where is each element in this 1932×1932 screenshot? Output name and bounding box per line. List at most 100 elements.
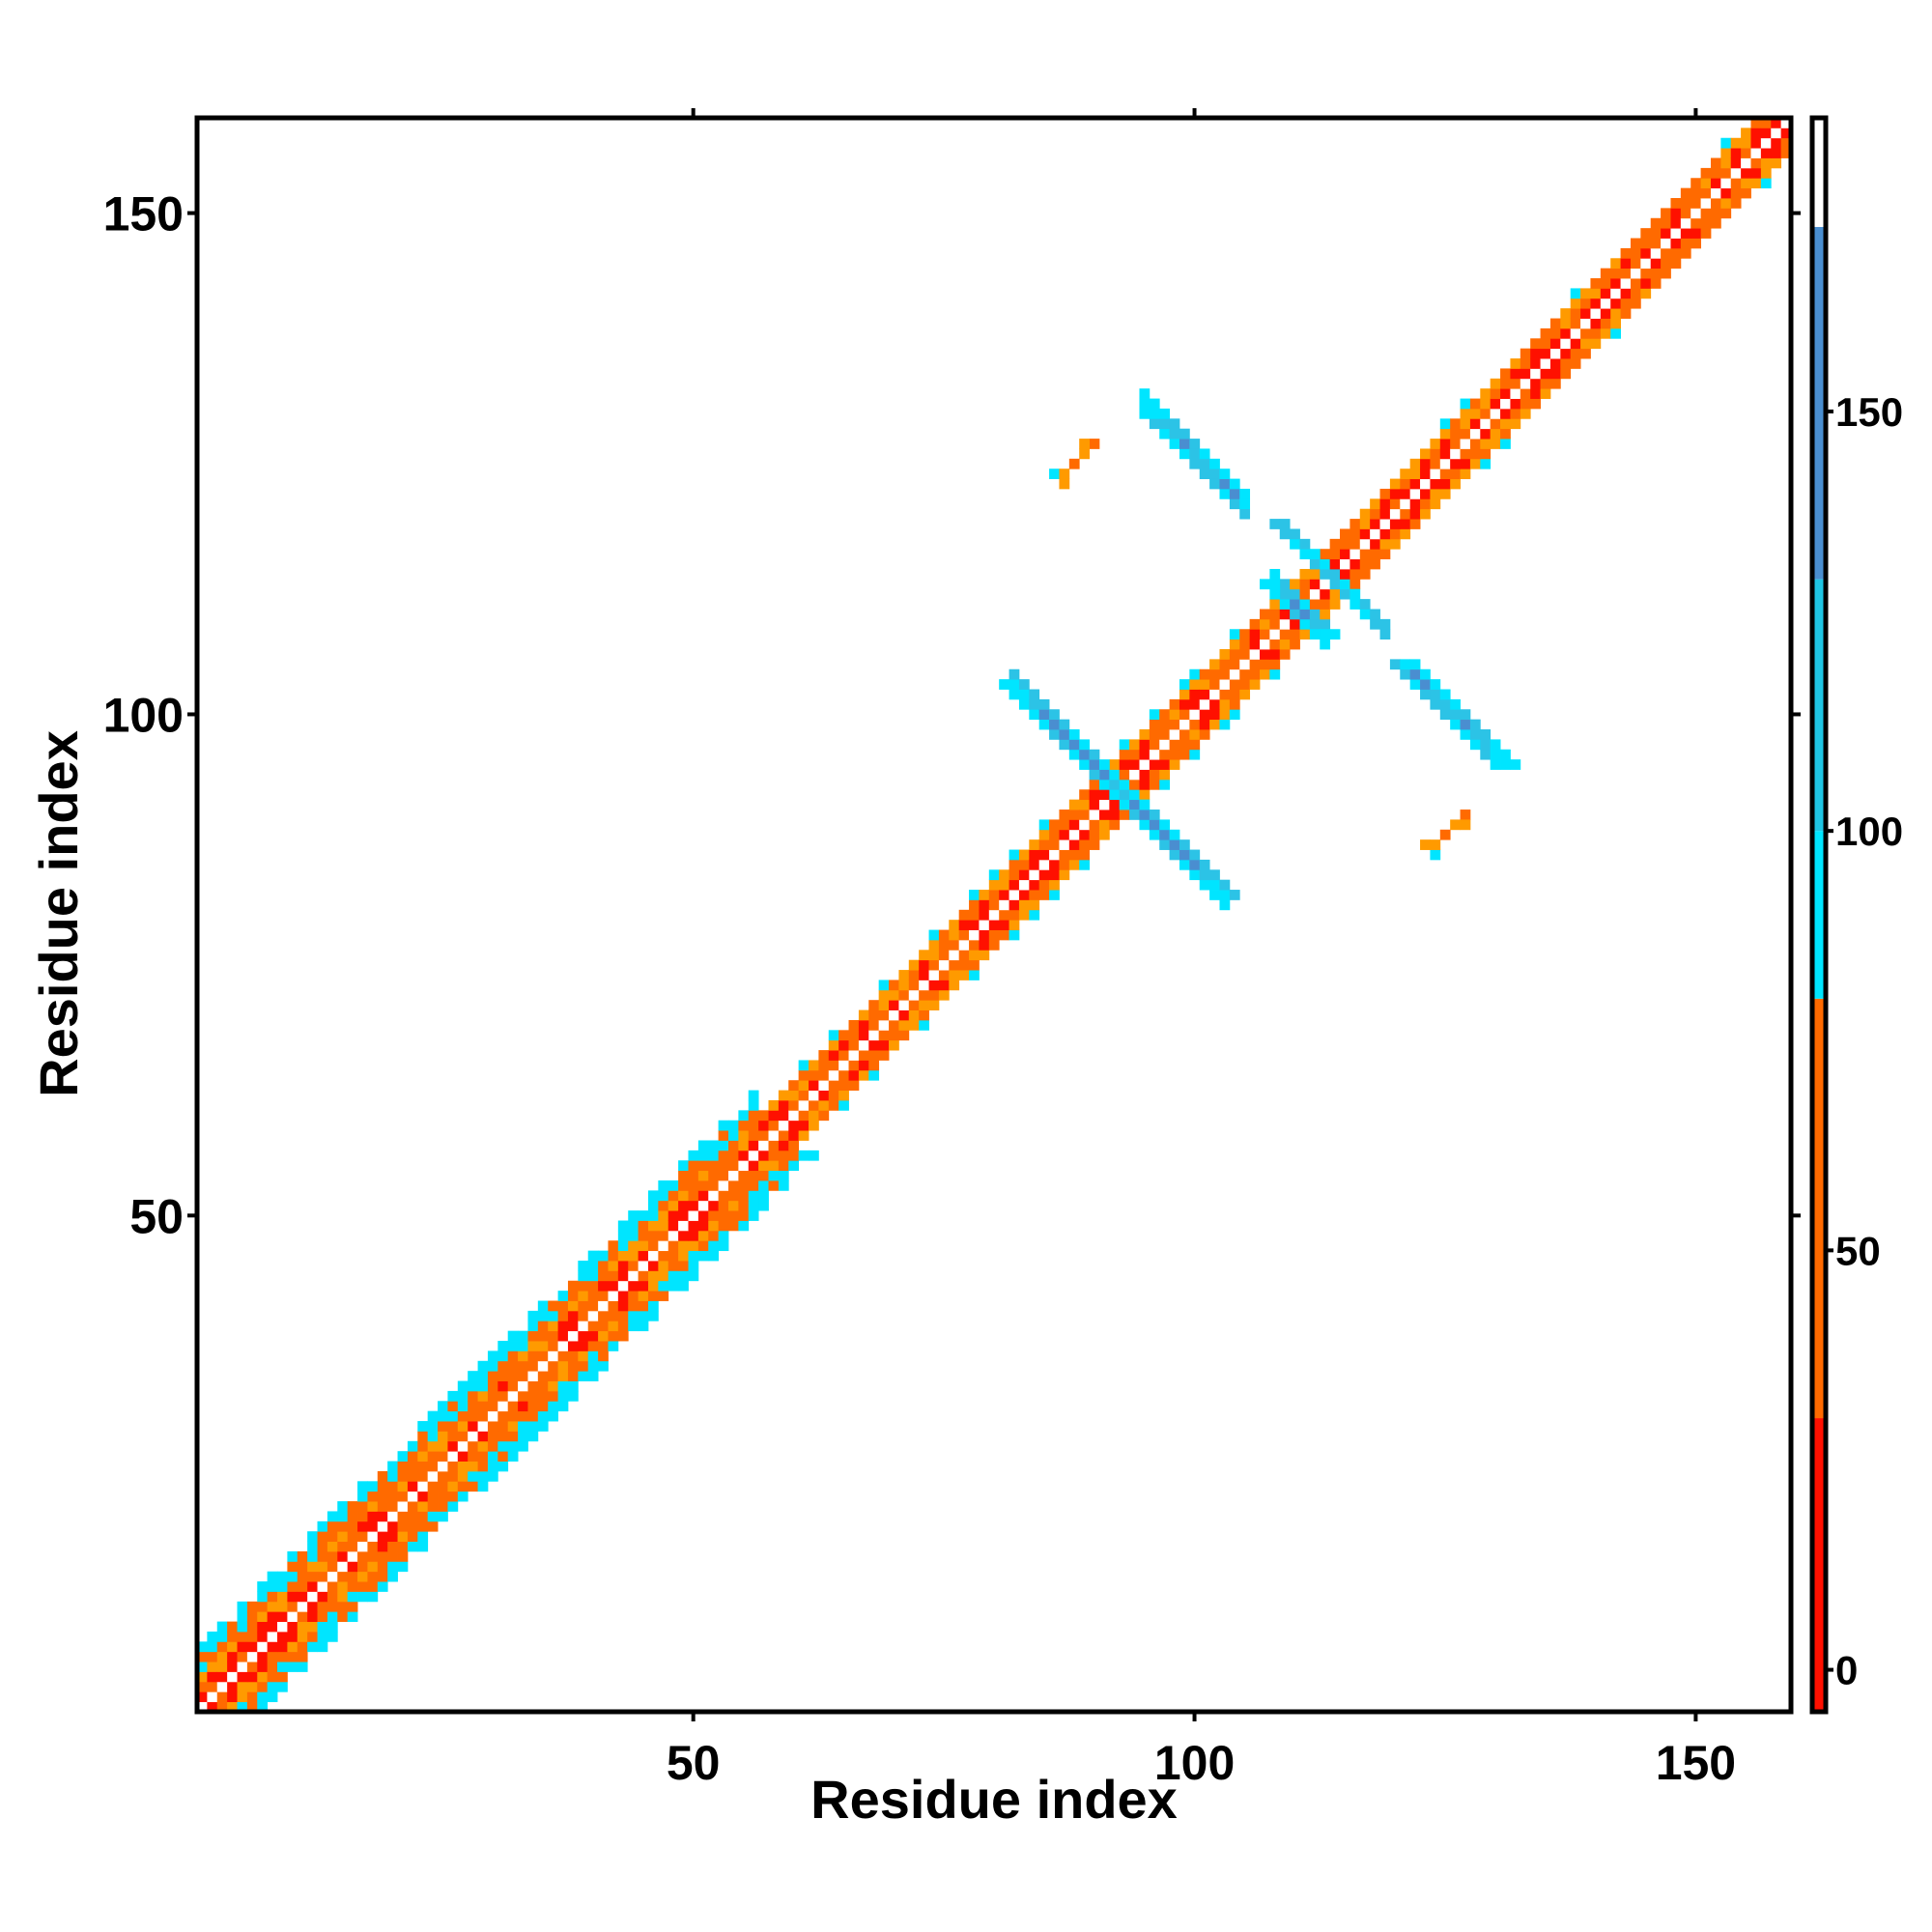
heatmap-cell: [999, 890, 1009, 900]
heatmap-cell: [1320, 549, 1331, 560]
heatmap-cell: [1249, 649, 1261, 660]
heatmap-cell: [1139, 388, 1151, 399]
heatmap-cell: [1780, 128, 1792, 139]
heatmap-cell: [1630, 268, 1641, 279]
heatmap-cell: [828, 1060, 839, 1071]
heatmap-cell: [246, 1662, 258, 1672]
heatmap-cell: [257, 1621, 269, 1633]
heatmap-cell: [1720, 178, 1732, 189]
heatmap-cell: [647, 1250, 659, 1262]
heatmap-cell: [207, 1651, 218, 1662]
heatmap-cell: [347, 1541, 358, 1552]
heatmap-cell: [1038, 859, 1050, 870]
heatmap-cell: [1680, 208, 1691, 219]
heatmap-cell: [578, 1360, 589, 1372]
colorbar-segment: [1812, 831, 1826, 999]
y-tick-label: 150: [103, 187, 184, 242]
heatmap-cell: [487, 1461, 498, 1472]
heatmap-cell: [708, 1250, 720, 1262]
heatmap-cell: [1199, 458, 1210, 469]
heatmap-cell: [1469, 448, 1481, 460]
heatmap-cell: [908, 1009, 920, 1021]
heatmap-cell: [1179, 849, 1190, 861]
heatmap-cell: [1329, 579, 1341, 590]
heatmap-cell: [1439, 458, 1451, 469]
heatmap-cell: [216, 1662, 228, 1672]
heatmap-cell: [848, 1019, 860, 1031]
heatmap-cell: [1290, 538, 1300, 550]
heatmap-cell: [919, 959, 929, 971]
heatmap-cell: [1760, 178, 1772, 189]
heatmap-cell: [628, 1220, 639, 1232]
heatmap-cell: [628, 1270, 639, 1282]
heatmap-cell: [447, 1421, 459, 1432]
heatmap-cell: [1269, 639, 1281, 650]
heatmap-cell: [1209, 679, 1220, 690]
heatmap-cell: [1320, 629, 1331, 640]
heatmap-cell: [628, 1300, 639, 1312]
heatmap-cell: [678, 1280, 689, 1292]
heatmap-cell: [327, 1561, 338, 1573]
heatmap-cell: [1038, 719, 1050, 730]
heatmap-cell: [477, 1401, 489, 1412]
heatmap-cell: [457, 1440, 469, 1452]
heatmap-cell: [617, 1261, 629, 1271]
colorbar-frame: [1809, 115, 1829, 1715]
heatmap-cell: [297, 1601, 308, 1612]
heatmap-cell: [1359, 568, 1371, 580]
heatmap-cell: [1098, 779, 1110, 790]
heatmap-cell: [697, 1140, 709, 1151]
heatmap-cell: [317, 1541, 328, 1552]
heatmap-cell: [647, 1240, 659, 1252]
heatmap-cell: [738, 1150, 750, 1161]
heatmap-cell: [487, 1390, 498, 1402]
heatmap-cell: [958, 920, 970, 930]
heatmap-cell: [969, 909, 980, 921]
heatmap-cell: [1009, 849, 1020, 861]
heatmap-cell: [809, 1150, 819, 1161]
heatmap-cell: [507, 1421, 519, 1432]
heatmap-cell: [1199, 469, 1210, 479]
heatmap-cell: [1219, 649, 1231, 660]
heatmap-cell: [1279, 629, 1291, 640]
heatmap-cell: [407, 1470, 418, 1482]
heatmap-cell: [507, 1431, 519, 1442]
heatmap-cell: [1469, 439, 1481, 449]
heatmap-cell: [1018, 679, 1030, 690]
heatmap-cell: [1068, 819, 1080, 831]
heatmap-cell: [798, 1080, 810, 1092]
heatmap-cell: [297, 1571, 308, 1582]
heatmap-cell: [878, 1000, 890, 1010]
heatmap-cell: [417, 1470, 429, 1482]
heatmap-cell: [527, 1321, 539, 1332]
heatmap-cell: [1771, 118, 1782, 128]
heatmap-cell: [1760, 137, 1772, 149]
heatmap-cell: [1189, 439, 1201, 449]
heatmap-cell: [257, 1662, 269, 1672]
heatmap-cell: [267, 1671, 278, 1683]
heatmap-cell: [397, 1531, 409, 1542]
heatmap-cell: [738, 1180, 750, 1191]
heatmap-cell: [1570, 348, 1581, 359]
heatmap-cell: [668, 1230, 679, 1241]
heatmap-cell: [1290, 629, 1300, 640]
heatmap-cell: [457, 1481, 469, 1492]
heatmap-cell: [487, 1401, 498, 1412]
heatmap-cell: [587, 1330, 599, 1342]
heatmap-cell: [1700, 228, 1712, 239]
heatmap-cell: [578, 1270, 589, 1282]
heatmap-cell: [1700, 167, 1712, 179]
heatmap-cell: [578, 1371, 589, 1381]
heatmap-cell: [1409, 458, 1421, 469]
heatmap-cell: [758, 1110, 769, 1122]
heatmap-cell: [507, 1371, 519, 1381]
heatmap-cell: [628, 1321, 639, 1332]
heatmap-cell: [207, 1691, 218, 1703]
heatmap-cell: [1690, 187, 1702, 199]
heatmap-cell: [638, 1280, 649, 1292]
heatmap-cell: [216, 1691, 228, 1703]
heatmap-cell: [347, 1561, 358, 1573]
heatmap-cell: [678, 1170, 689, 1181]
heatmap-cell: [357, 1501, 368, 1512]
heatmap-cell: [617, 1330, 629, 1342]
